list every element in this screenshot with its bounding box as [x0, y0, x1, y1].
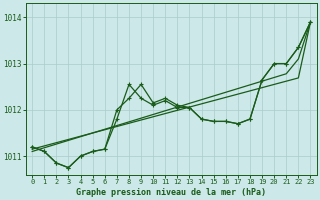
X-axis label: Graphe pression niveau de la mer (hPa): Graphe pression niveau de la mer (hPa)	[76, 188, 266, 197]
